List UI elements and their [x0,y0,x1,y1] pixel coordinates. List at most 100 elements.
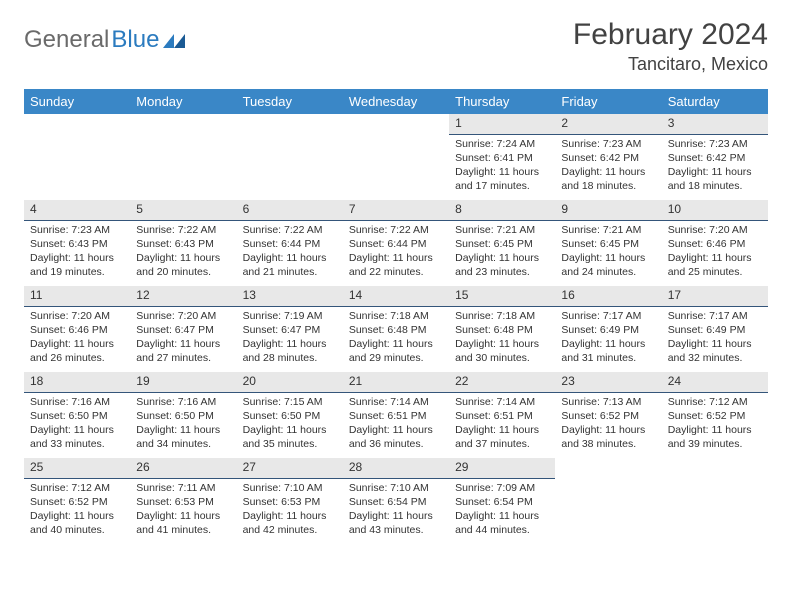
day-line: Sunset: 6:41 PM [455,152,549,166]
weekday-header: Wednesday [343,89,449,114]
day-line: Daylight: 11 hours [561,338,655,352]
day-line: Daylight: 11 hours [243,252,337,266]
day-line: Daylight: 11 hours [561,424,655,438]
calendar-day-cell: 15Sunrise: 7:18 AMSunset: 6:48 PMDayligh… [449,286,555,372]
day-line: Sunset: 6:50 PM [30,410,124,424]
day-line: Sunset: 6:45 PM [561,238,655,252]
day-number-bar: 19 [130,372,236,393]
day-number-bar: 6 [237,200,343,221]
day-line: Sunrise: 7:21 AM [561,224,655,238]
day-line: Sunrise: 7:10 AM [349,482,443,496]
calendar-day-cell: 26Sunrise: 7:11 AMSunset: 6:53 PMDayligh… [130,458,236,544]
day-line: and 17 minutes. [455,180,549,194]
day-line: Daylight: 11 hours [136,252,230,266]
day-line: Sunset: 6:42 PM [668,152,762,166]
day-line: Sunset: 6:47 PM [243,324,337,338]
day-body: Sunrise: 7:18 AMSunset: 6:48 PMDaylight:… [343,307,449,370]
day-line: Sunset: 6:53 PM [243,496,337,510]
calendar-day-cell: 14Sunrise: 7:18 AMSunset: 6:48 PMDayligh… [343,286,449,372]
calendar-day-cell: 28 Sunrise: 7:10 AMSunset: 6:54 PMDayligh… [343,458,449,544]
calendar-day-cell: 7Sunrise: 7:22 AMSunset: 6:44 PMDaylight… [343,200,449,286]
day-line: Sunrise: 7:11 AM [136,482,230,496]
calendar-day-cell: 2Sunrise: 7:23 AMSunset: 6:42 PMDaylight… [555,114,661,200]
day-body: Sunrise: 7:12 AMSunset: 6:52 PMDaylight:… [24,479,130,542]
day-body: Sunrise: 7:23 AMSunset: 6:43 PMDaylight:… [24,221,130,284]
day-line: Daylight: 11 hours [455,166,549,180]
calendar-day-cell: 23Sunrise: 7:13 AMSunset: 6:52 PMDayligh… [555,372,661,458]
day-line: and 19 minutes. [30,266,124,280]
weekday-header: Thursday [449,89,555,114]
calendar-day-cell: 18Sunrise: 7:16 AMSunset: 6:50 PMDayligh… [24,372,130,458]
calendar-day-cell: 10Sunrise: 7:20 AMSunset: 6:46 PMDayligh… [662,200,768,286]
day-line: Daylight: 11 hours [349,510,443,524]
day-line: Sunrise: 7:12 AM [30,482,124,496]
day-body: Sunrise: 7:21 AMSunset: 6:45 PMDaylight:… [555,221,661,284]
day-line: Sunset: 6:54 PM [349,496,443,510]
page-header: GeneralBlue February 2024 Tancitaro, Mex… [24,18,768,75]
day-line: Sunset: 6:49 PM [561,324,655,338]
day-line: Daylight: 11 hours [561,166,655,180]
calendar-day-cell: 21Sunrise: 7:14 AMSunset: 6:51 PMDayligh… [343,372,449,458]
day-line: Daylight: 11 hours [243,338,337,352]
day-line: Daylight: 11 hours [455,338,549,352]
day-line: Sunrise: 7:23 AM [561,138,655,152]
day-body: Sunrise: 7:17 AMSunset: 6:49 PMDaylight:… [662,307,768,370]
day-number-bar: 29 [449,458,555,479]
calendar-day-cell: 6Sunrise: 7:22 AMSunset: 6:44 PMDaylight… [237,200,343,286]
calendar-week-row: 18Sunrise: 7:16 AMSunset: 6:50 PMDayligh… [24,372,768,458]
day-body: Sunrise: 7:19 AMSunset: 6:47 PMDaylight:… [237,307,343,370]
day-line: Sunrise: 7:23 AM [30,224,124,238]
day-body: Sunrise: 7:20 AMSunset: 6:46 PMDaylight:… [662,221,768,284]
calendar-day-cell: 20Sunrise: 7:15 AMSunset: 6:50 PMDayligh… [237,372,343,458]
day-line: Sunset: 6:49 PM [668,324,762,338]
day-line: and 29 minutes. [349,352,443,366]
calendar-day-cell: 1Sunrise: 7:24 AMSunset: 6:41 PMDaylight… [449,114,555,200]
day-line: Sunset: 6:44 PM [243,238,337,252]
day-line: and 31 minutes. [561,352,655,366]
logo-text-2: Blue [111,26,159,54]
day-line: and 33 minutes. [30,438,124,452]
day-line: Daylight: 11 hours [349,424,443,438]
day-number-bar: 21 [343,372,449,393]
day-line: and 28 minutes. [243,352,337,366]
day-number-bar: 15 [449,286,555,307]
day-body: Sunrise: 7:23 AMSunset: 6:42 PMDaylight:… [662,135,768,198]
calendar-day-cell: 19Sunrise: 7:16 AMSunset: 6:50 PMDayligh… [130,372,236,458]
day-line: Daylight: 11 hours [455,424,549,438]
day-number-bar: 16 [555,286,661,307]
day-line: and 37 minutes. [455,438,549,452]
day-line: Sunset: 6:54 PM [455,496,549,510]
day-number-bar: 28 [343,458,449,479]
calendar-week-row: 25Sunrise: 7:12 AMSunset: 6:52 PMDayligh… [24,458,768,544]
day-line: Sunrise: 7:15 AM [243,396,337,410]
day-line: Daylight: 11 hours [136,424,230,438]
day-line: Sunrise: 7:10 AM [243,482,337,496]
calendar-day-cell: 4Sunrise: 7:23 AMSunset: 6:43 PMDaylight… [24,200,130,286]
day-line: and 25 minutes. [668,266,762,280]
day-line: and 36 minutes. [349,438,443,452]
day-body: Sunrise: 7:20 AMSunset: 6:46 PMDaylight:… [24,307,130,370]
day-line: and 43 minutes. [349,524,443,538]
day-line: Daylight: 11 hours [243,424,337,438]
calendar-week-row: 4Sunrise: 7:23 AMSunset: 6:43 PMDaylight… [24,200,768,286]
day-line: Sunrise: 7:16 AM [30,396,124,410]
day-line: Daylight: 11 hours [30,338,124,352]
calendar-week-row: 1Sunrise: 7:24 AMSunset: 6:41 PMDaylight… [24,114,768,200]
day-body: Sunrise: 7:22 AMSunset: 6:44 PMDaylight:… [343,221,449,284]
day-body: Sunrise: 7:10 AMSunset: 6:53 PMDaylight:… [237,479,343,542]
day-number-bar: 2 [555,114,661,135]
day-line: Sunset: 6:46 PM [668,238,762,252]
day-line: Sunset: 6:47 PM [136,324,230,338]
day-line: and 27 minutes. [136,352,230,366]
title-block: February 2024 Tancitaro, Mexico [573,18,768,75]
calendar-day-cell: 9Sunrise: 7:21 AMSunset: 6:45 PMDaylight… [555,200,661,286]
day-body: Sunrise: 7:22 AMSunset: 6:44 PMDaylight:… [237,221,343,284]
calendar-day-cell: 11Sunrise: 7:20 AMSunset: 6:46 PMDayligh… [24,286,130,372]
day-body: Sunrise: 7:11 AMSunset: 6:53 PMDaylight:… [130,479,236,542]
day-number-bar: 26 [130,458,236,479]
day-number-bar: 8 [449,200,555,221]
calendar-day-cell [24,114,130,200]
day-line: Daylight: 11 hours [561,252,655,266]
day-line: and 34 minutes. [136,438,230,452]
day-body: Sunrise: 7:14 AMSunset: 6:51 PMDaylight:… [343,393,449,456]
